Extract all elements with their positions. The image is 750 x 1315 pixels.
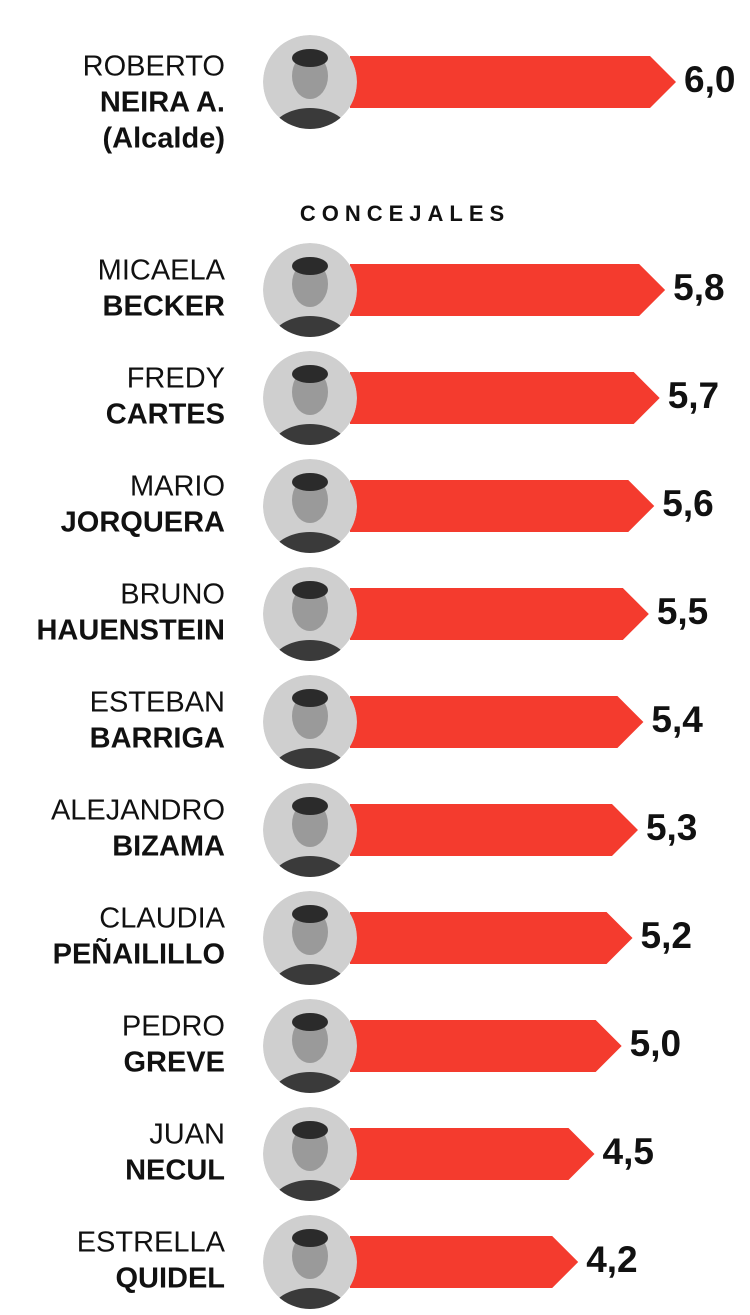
name-label: MICAELA — [98, 255, 226, 287]
name-label: ESTRELLA — [77, 1227, 226, 1259]
name-label: BECKER — [103, 291, 226, 323]
value-label: 4,2 — [586, 1239, 637, 1280]
portrait-hair — [292, 689, 328, 707]
bar — [350, 1236, 579, 1288]
portrait-body — [272, 532, 348, 553]
portrait-body — [272, 964, 348, 985]
portrait-hair — [292, 1121, 328, 1139]
portrait-hair — [292, 905, 328, 923]
bar — [350, 1128, 595, 1180]
value-label: 4,5 — [603, 1131, 654, 1172]
portrait — [263, 1107, 357, 1201]
value-label: 5,0 — [630, 1023, 681, 1064]
bar — [350, 912, 633, 964]
portrait-body — [272, 316, 348, 337]
portrait-body — [272, 424, 348, 445]
portrait-body — [272, 108, 348, 129]
name-label: ROBERTO — [83, 51, 225, 83]
bar — [350, 264, 666, 316]
portrait — [263, 459, 357, 553]
name-label: BIZAMA — [112, 831, 225, 863]
name-label: MARIO — [130, 471, 225, 503]
bar — [350, 1020, 622, 1072]
value-label: 5,7 — [668, 375, 719, 416]
name-label: QUIDEL — [115, 1263, 225, 1295]
name-label: PEDRO — [122, 1011, 225, 1043]
name-label: PEÑAILILLO — [53, 937, 225, 971]
value-label: 5,4 — [651, 699, 703, 740]
portrait — [263, 243, 357, 337]
bar — [350, 696, 644, 748]
name-label: JUAN — [149, 1119, 225, 1151]
portrait-body — [272, 1072, 348, 1093]
bar — [350, 372, 660, 424]
name-label: (Alcalde) — [103, 123, 225, 155]
portrait-body — [272, 1288, 348, 1309]
value-label: 5,2 — [641, 915, 692, 956]
portrait-body — [272, 640, 348, 661]
portrait-hair — [292, 581, 328, 599]
portrait — [263, 999, 357, 1093]
value-label: 5,6 — [662, 483, 713, 524]
name-label: HAUENSTEIN — [36, 615, 225, 647]
value-label: 6,0 — [684, 59, 735, 100]
portrait-body — [272, 856, 348, 877]
bar — [350, 804, 638, 856]
name-label: NEIRA A. — [100, 87, 225, 119]
name-label: BRUNO — [120, 579, 225, 611]
portrait-hair — [292, 473, 328, 491]
name-label: GREVE — [123, 1047, 225, 1079]
bar — [350, 480, 655, 532]
portrait-hair — [292, 797, 328, 815]
name-label: CARTES — [106, 399, 225, 431]
name-label: NECUL — [125, 1155, 225, 1187]
portrait-body — [272, 748, 348, 769]
portrait — [263, 891, 357, 985]
name-label: ESTEBAN — [90, 687, 225, 719]
name-label: JORQUERA — [61, 507, 225, 539]
portrait — [263, 567, 357, 661]
name-label: FREDY — [127, 363, 225, 395]
portrait — [263, 1215, 357, 1309]
bar — [350, 588, 649, 640]
portrait — [263, 675, 357, 769]
value-label: 5,3 — [646, 807, 697, 848]
value-label: 5,5 — [657, 591, 708, 632]
portrait-hair — [292, 1229, 328, 1247]
name-label: BARRIGA — [90, 723, 225, 755]
portrait-hair — [292, 49, 328, 67]
portrait — [263, 783, 357, 877]
bar — [350, 56, 676, 108]
portrait-hair — [292, 1013, 328, 1031]
portrait-hair — [292, 257, 328, 275]
portrait-body — [272, 1180, 348, 1201]
portrait-hair — [292, 365, 328, 383]
value-label: 5,8 — [673, 267, 724, 308]
portrait — [263, 351, 357, 445]
name-label: ALEJANDRO — [51, 795, 225, 827]
section-label: CONCEJALES — [300, 201, 510, 226]
name-label: CLAUDIA — [99, 903, 225, 935]
portrait — [263, 35, 357, 129]
